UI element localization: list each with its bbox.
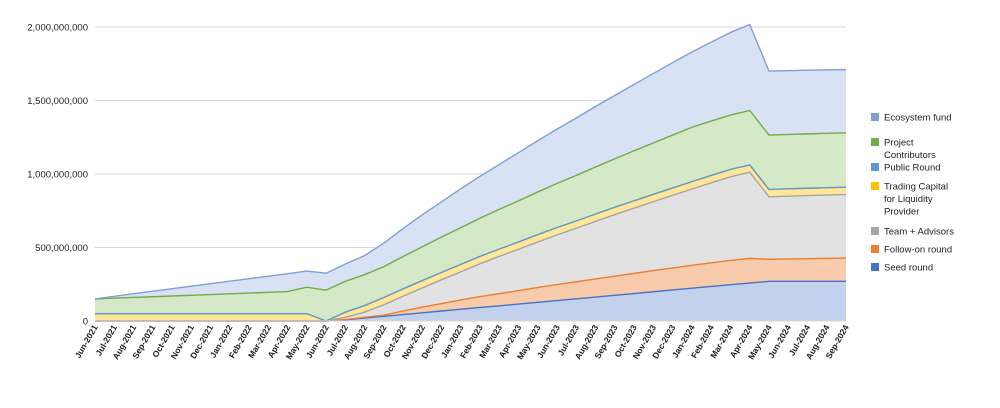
y-tick-label: 500,000,000: [35, 243, 88, 254]
area-project-contributors: [95, 110, 846, 321]
line-project-contributors: [94, 109, 847, 300]
legend-label-follow-on-round: Follow-on round: [884, 245, 952, 256]
legend-label-public-round: Public Round: [884, 163, 941, 174]
legend-swatch-project-contributors: [871, 138, 879, 146]
series-lines: [94, 23, 847, 322]
y-tick-label: 1,000,000,000: [27, 170, 88, 181]
legend-swatch-seed-round: [871, 263, 879, 271]
y-tick-label: 0: [83, 317, 88, 328]
legend-label-team-advisors: Team + Advisors: [884, 227, 954, 238]
areas: [95, 24, 846, 321]
line-ecosystem-fund: [94, 23, 847, 300]
legend-label-project-contributors: Project Contributors: [884, 138, 936, 162]
legend-label-seed-round: Seed round: [884, 263, 933, 274]
area-ecosystem-fund: [95, 24, 846, 299]
line-public-round: [95, 164, 847, 322]
y-tick-label: 1,500,000,000: [27, 96, 88, 107]
legend-swatch-team-advisors: [871, 227, 879, 235]
area-follow-on-round: [95, 258, 846, 321]
area-seed-round: [95, 281, 846, 321]
legend: Ecosystem fund Project ContributorsPublic …: [871, 113, 954, 274]
legend-swatch-public-round: [871, 163, 879, 171]
legend-label-trading-capital-for-liquidity-provider: Trading Capital for Liquidity Provider: [884, 182, 948, 218]
area-team-advisors: [95, 172, 846, 321]
legend-swatch-ecosystem-fund: [871, 113, 879, 121]
legend-swatch-trading-capital-for-liquidity-provider: [871, 182, 879, 190]
legend-label-ecosystem-fund: Ecosystem fund: [884, 113, 952, 124]
y-tick-label: 2,000,000,000: [27, 23, 88, 34]
legend-swatch-follow-on-round: [871, 245, 879, 253]
